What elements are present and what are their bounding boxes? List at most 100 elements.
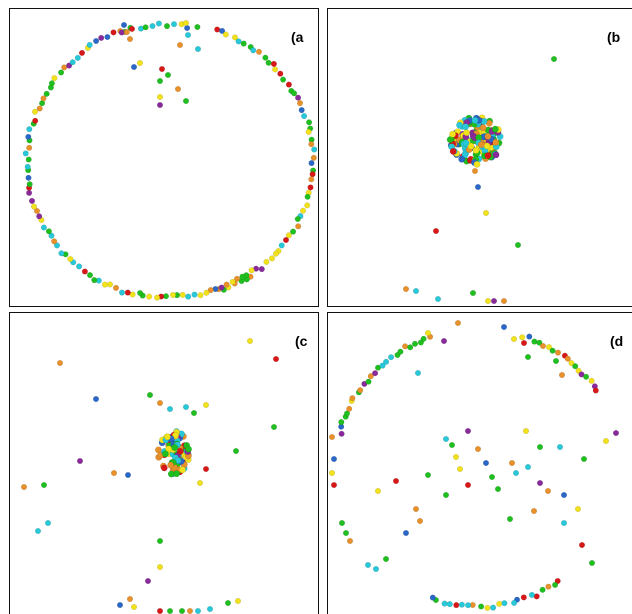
- particle: [48, 232, 55, 239]
- particle: [179, 466, 186, 474]
- particle: [130, 603, 138, 611]
- particle: [28, 197, 36, 204]
- particle: [536, 443, 544, 451]
- particle: [280, 76, 287, 83]
- particle: [126, 35, 134, 43]
- particle: [146, 293, 153, 300]
- particle: [179, 291, 186, 298]
- particle: [301, 113, 308, 120]
- particle: [305, 128, 312, 135]
- particle: [184, 24, 191, 32]
- particle: [136, 59, 144, 67]
- particle: [549, 347, 556, 354]
- particle: [349, 395, 356, 402]
- particle: [519, 334, 526, 341]
- particle: [262, 54, 269, 61]
- particle: [194, 45, 202, 53]
- particle: [545, 583, 552, 590]
- particle: [295, 94, 302, 101]
- particle: [471, 116, 479, 124]
- particle: [173, 470, 181, 478]
- particle: [30, 203, 38, 210]
- particle: [124, 289, 131, 296]
- particle: [308, 160, 315, 167]
- particle: [25, 133, 32, 140]
- particle: [429, 594, 436, 601]
- particle: [203, 289, 210, 296]
- particle: [40, 95, 47, 102]
- particle: [185, 293, 192, 300]
- particle: [166, 405, 174, 413]
- panel-c-particles: [20, 337, 280, 614]
- panel-d: (d: [327, 312, 632, 614]
- particle: [612, 429, 620, 437]
- particle: [156, 77, 164, 85]
- particle: [484, 604, 491, 611]
- particle: [464, 481, 472, 489]
- particle: [402, 285, 410, 293]
- particle: [239, 273, 246, 280]
- particle: [110, 29, 117, 36]
- particle: [462, 139, 470, 147]
- particle: [219, 27, 226, 34]
- particle: [372, 370, 379, 377]
- particle: [508, 459, 516, 467]
- particle: [123, 29, 130, 36]
- particle: [510, 335, 518, 343]
- particle: [33, 207, 41, 215]
- particle: [449, 130, 457, 138]
- particle: [524, 353, 532, 361]
- particle: [190, 409, 198, 417]
- particle: [163, 433, 171, 441]
- particle: [338, 519, 346, 527]
- particle: [558, 371, 566, 379]
- particle: [304, 202, 311, 209]
- particle: [112, 284, 120, 291]
- particle: [224, 599, 232, 607]
- particle: [98, 34, 105, 41]
- particle: [76, 263, 83, 270]
- particle: [178, 607, 186, 614]
- particle: [449, 147, 457, 155]
- particle: [248, 267, 255, 274]
- particle: [365, 378, 372, 385]
- particle: [76, 457, 84, 465]
- particle: [442, 435, 450, 443]
- particle: [458, 601, 465, 608]
- particle: [296, 100, 304, 107]
- particle: [452, 453, 460, 461]
- particle: [43, 90, 50, 97]
- particle: [448, 441, 456, 449]
- particle: [116, 601, 124, 609]
- particle: [176, 41, 184, 49]
- particle: [506, 515, 514, 523]
- panel-b-particles: [402, 55, 558, 305]
- particle: [456, 465, 464, 473]
- particle: [454, 319, 462, 327]
- particle: [372, 565, 380, 573]
- particle: [24, 163, 31, 170]
- particle: [539, 342, 547, 350]
- particle: [207, 287, 214, 294]
- particle: [474, 445, 482, 453]
- particle: [232, 447, 240, 455]
- particle: [81, 268, 88, 275]
- particle: [278, 242, 285, 249]
- particle: [484, 132, 492, 140]
- particle: [26, 181, 33, 188]
- particle: [479, 124, 487, 132]
- particle: [536, 339, 543, 346]
- particle: [194, 23, 201, 31]
- particle: [156, 607, 164, 614]
- panel-label-c: (c: [295, 333, 308, 349]
- particle: [568, 359, 575, 367]
- particle: [295, 223, 302, 230]
- particle: [78, 49, 86, 56]
- particle: [307, 184, 314, 191]
- particle: [31, 108, 39, 115]
- particle: [222, 31, 229, 38]
- particle: [364, 561, 372, 569]
- particle: [469, 289, 477, 297]
- panel-c: (c: [9, 312, 319, 614]
- particle: [441, 600, 448, 607]
